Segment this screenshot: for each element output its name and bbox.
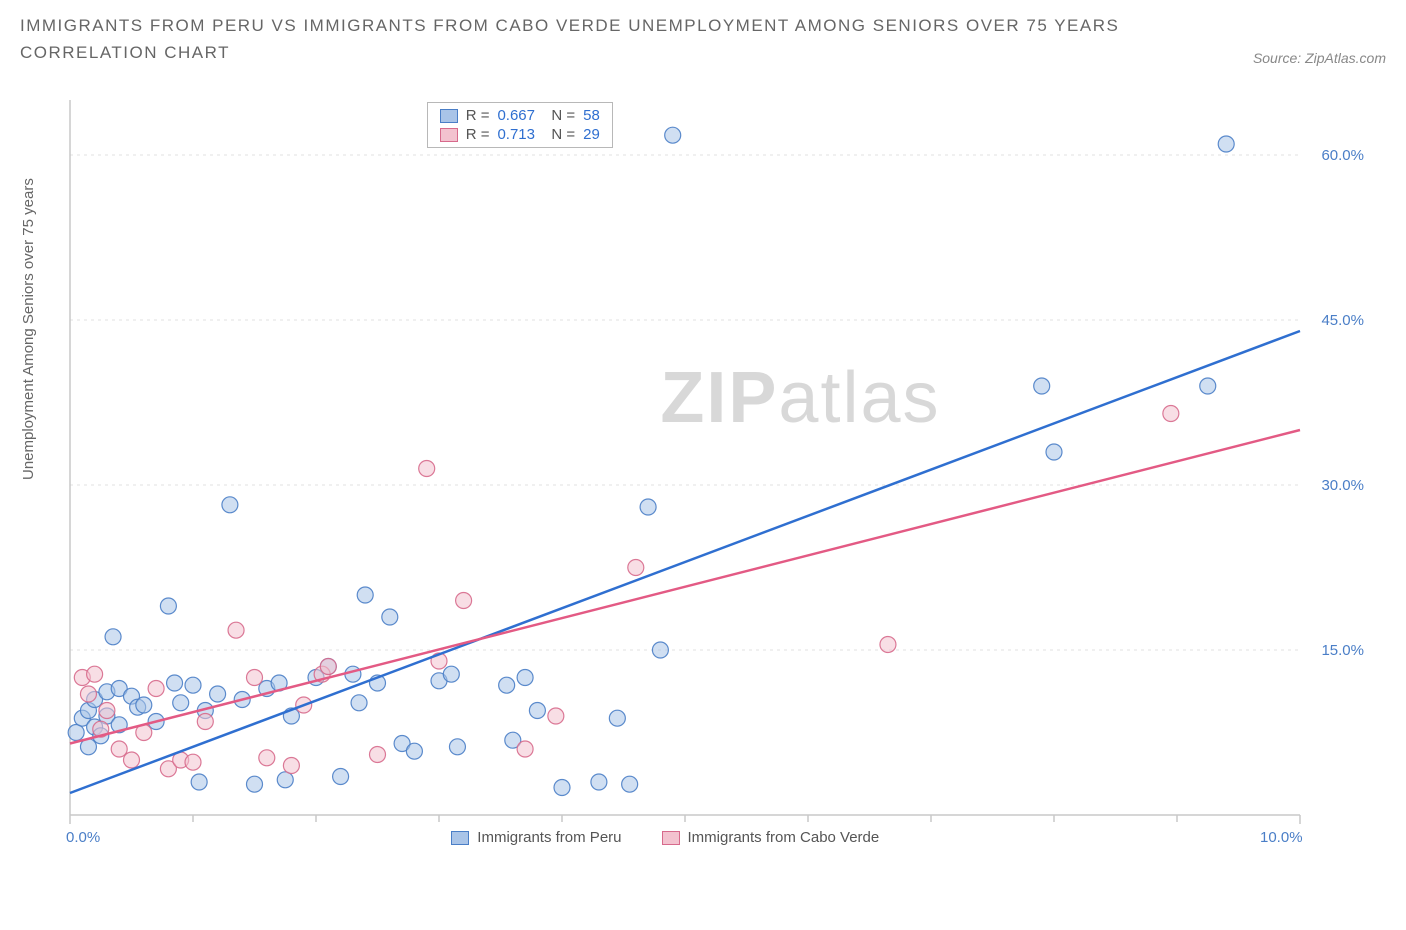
n-label: N = xyxy=(543,126,575,143)
n-value: 29 xyxy=(583,126,600,143)
chart-title: IMMIGRANTS FROM PERU VS IMMIGRANTS FROM … xyxy=(20,12,1120,66)
legend-swatch xyxy=(451,831,469,845)
y-tick-label: 60.0% xyxy=(1321,147,1364,164)
x-tick-label: 0.0% xyxy=(66,829,100,846)
n-value: 58 xyxy=(583,107,600,124)
scatter-plot xyxy=(60,95,1370,855)
stats-row: R = 0.713 N = 29 xyxy=(440,126,600,143)
y-axis-label: Unemployment Among Seniors over 75 years xyxy=(20,178,37,480)
r-label: R = xyxy=(466,107,490,124)
legend-item: Immigrants from Peru xyxy=(451,829,621,846)
legend-swatch xyxy=(440,109,458,123)
legend-label: Immigrants from Cabo Verde xyxy=(688,829,880,846)
legend-item: Immigrants from Cabo Verde xyxy=(662,829,880,846)
stats-row: R = 0.667 N = 58 xyxy=(440,107,600,124)
stats-legend-box: R = 0.667 N = 58R = 0.713 N = 29 xyxy=(427,102,613,148)
header-row: IMMIGRANTS FROM PERU VS IMMIGRANTS FROM … xyxy=(0,0,1406,70)
y-tick-label: 30.0% xyxy=(1321,477,1364,494)
source-label: Source: ZipAtlas.com xyxy=(1253,50,1386,66)
bottom-legend: Immigrants from Peru Immigrants from Cabo… xyxy=(451,829,879,846)
n-label: N = xyxy=(543,107,575,124)
r-value: 0.713 xyxy=(497,126,535,143)
y-tick-label: 45.0% xyxy=(1321,312,1364,329)
r-label: R = xyxy=(466,126,490,143)
x-tick-label: 10.0% xyxy=(1260,829,1303,846)
y-tick-label: 15.0% xyxy=(1321,642,1364,659)
legend-swatch xyxy=(662,831,680,845)
r-value: 0.667 xyxy=(497,107,535,124)
legend-label: Immigrants from Peru xyxy=(477,829,621,846)
legend-swatch xyxy=(440,128,458,142)
chart-area: ZIPatlas R = 0.667 N = 58R = 0.713 N = 2… xyxy=(60,95,1370,855)
